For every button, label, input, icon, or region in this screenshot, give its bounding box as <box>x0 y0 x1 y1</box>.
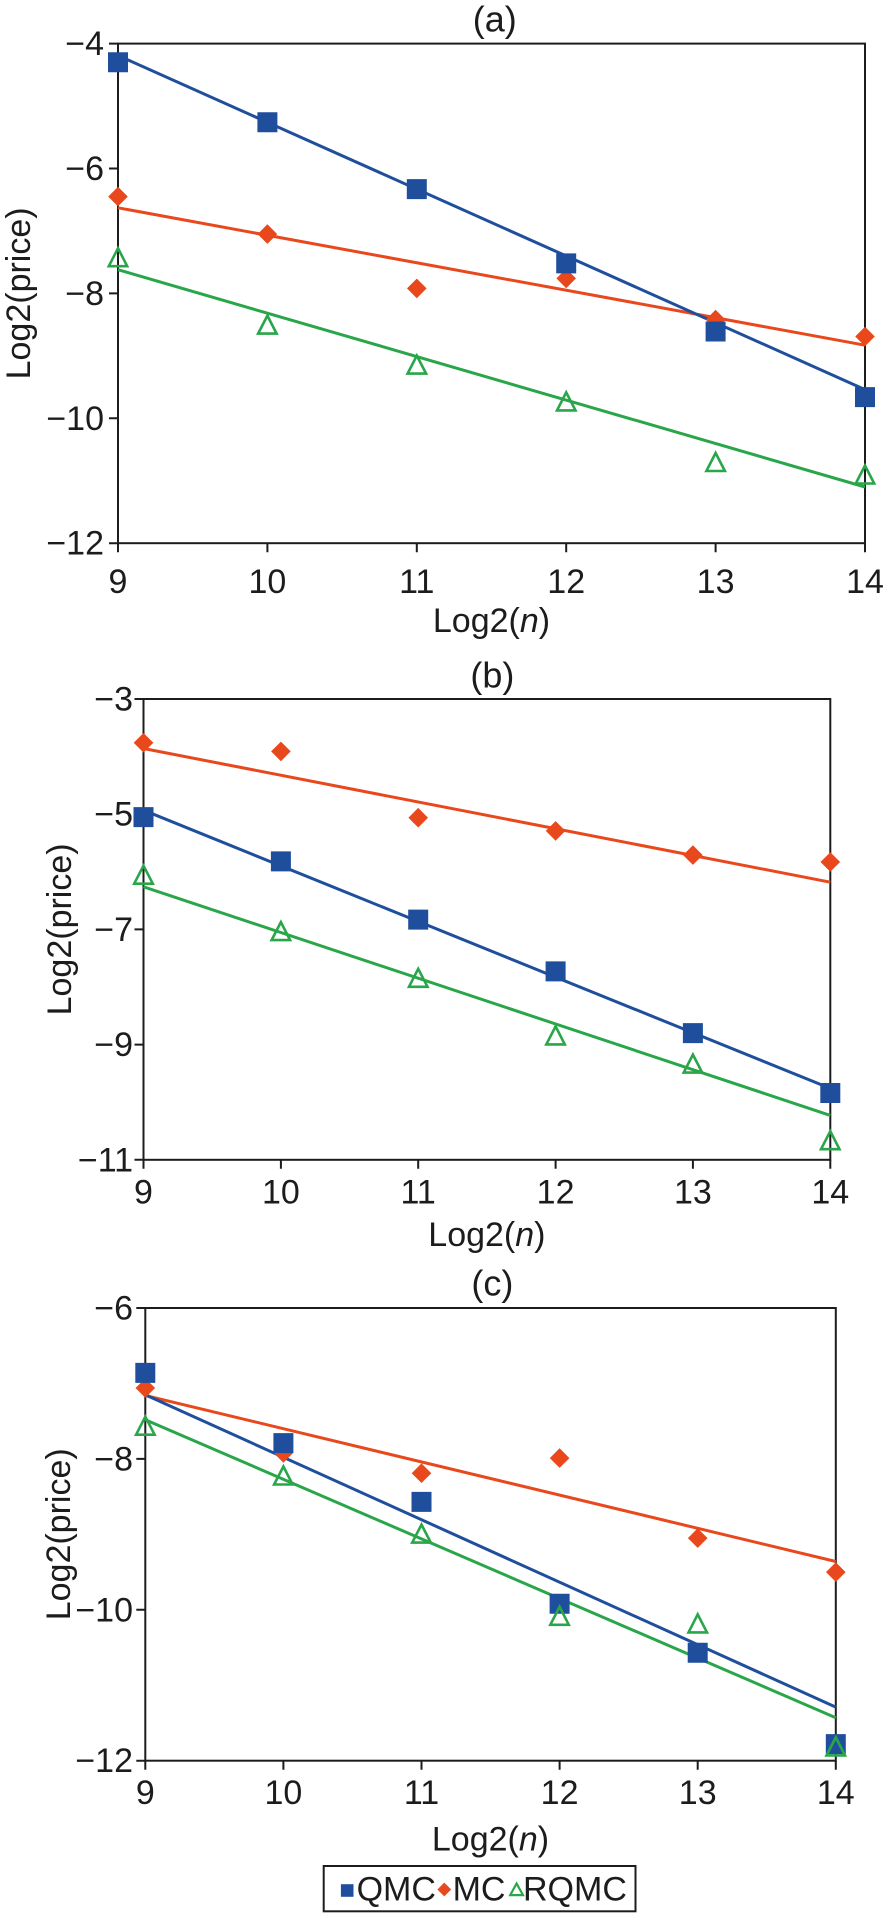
svg-text:(a): (a) <box>473 0 517 40</box>
svg-text:9: 9 <box>134 1174 153 1212</box>
svg-text:14: 14 <box>811 1174 849 1212</box>
svg-text:−3: −3 <box>94 681 133 719</box>
svg-text:−12: −12 <box>46 525 104 563</box>
svg-text:−4: −4 <box>65 25 104 63</box>
svg-text:Log2(n): Log2(n) <box>432 1821 549 1859</box>
svg-text:MC: MC <box>453 1871 506 1909</box>
svg-text:14: 14 <box>817 1774 855 1812</box>
svg-text:−8: −8 <box>94 1440 133 1478</box>
svg-text:11: 11 <box>404 1774 439 1812</box>
svg-text:13: 13 <box>697 563 735 601</box>
svg-text:−8: −8 <box>65 275 104 313</box>
svg-text:14: 14 <box>846 563 884 601</box>
svg-text:QMC: QMC <box>357 1871 436 1909</box>
svg-text:Log2(n): Log2(n) <box>428 1216 545 1254</box>
svg-text:−10: −10 <box>75 1591 133 1629</box>
svg-text:11: 11 <box>401 1174 436 1212</box>
svg-text:−12: −12 <box>75 1742 133 1780</box>
svg-text:−9: −9 <box>94 1026 133 1064</box>
svg-text:13: 13 <box>674 1174 712 1212</box>
svg-text:9: 9 <box>109 563 128 601</box>
svg-text:Log2(n): Log2(n) <box>433 602 550 640</box>
svg-text:9: 9 <box>136 1774 155 1812</box>
svg-text:12: 12 <box>537 1174 575 1212</box>
svg-text:−10: −10 <box>46 400 104 438</box>
svg-text:−5: −5 <box>94 796 133 834</box>
svg-text:10: 10 <box>262 1174 300 1212</box>
svg-text:−6: −6 <box>65 150 104 188</box>
svg-text:(b): (b) <box>470 655 514 696</box>
svg-text:Log2(price): Log2(price) <box>40 1448 78 1620</box>
svg-text:(c): (c) <box>471 1263 513 1304</box>
svg-text:11: 11 <box>399 563 434 601</box>
svg-text:RQMC: RQMC <box>523 1871 627 1909</box>
svg-text:−6: −6 <box>94 1290 133 1328</box>
svg-text:10: 10 <box>248 563 286 601</box>
svg-text:10: 10 <box>264 1774 302 1812</box>
svg-text:Log2(price): Log2(price) <box>41 843 79 1015</box>
svg-text:13: 13 <box>679 1774 717 1812</box>
svg-text:12: 12 <box>547 563 585 601</box>
svg-text:−7: −7 <box>94 911 133 949</box>
svg-text:Log2(price): Log2(price) <box>0 207 38 379</box>
svg-text:−11: −11 <box>78 1141 133 1179</box>
svg-text:12: 12 <box>541 1774 579 1812</box>
